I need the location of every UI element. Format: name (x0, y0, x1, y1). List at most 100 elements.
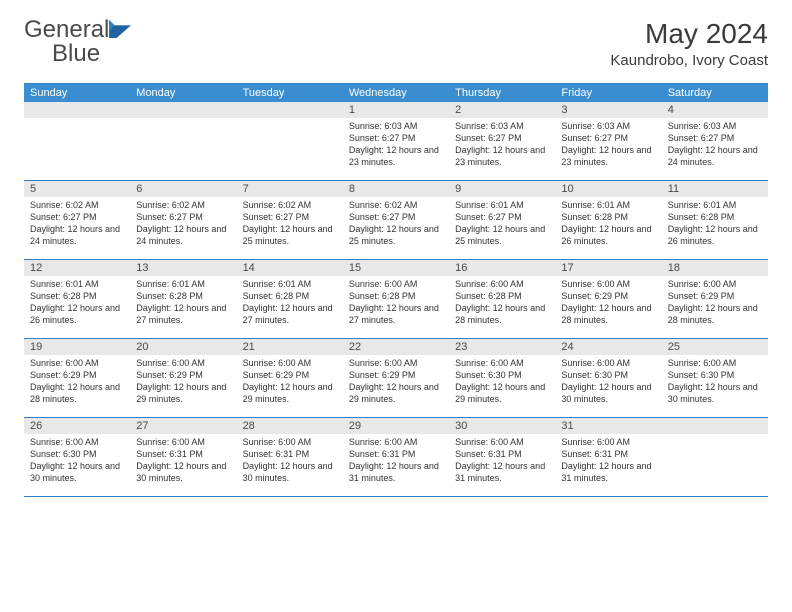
day-cell: 14Sunrise: 6:01 AMSunset: 6:28 PMDayligh… (237, 260, 343, 338)
sunset-text: Sunset: 6:30 PM (30, 448, 124, 460)
sunset-text: Sunset: 6:28 PM (668, 211, 762, 223)
sunrise-text: Sunrise: 6:03 AM (668, 120, 762, 132)
logo: General Blue (24, 18, 131, 66)
day-number: 10 (555, 181, 661, 197)
logo-word-blue: Blue (52, 40, 100, 67)
day-details: Sunrise: 6:01 AMSunset: 6:28 PMDaylight:… (130, 276, 236, 327)
day-cell: 24Sunrise: 6:00 AMSunset: 6:30 PMDayligh… (555, 339, 661, 417)
daylight-text: Daylight: 12 hours and 23 minutes. (349, 144, 443, 168)
daylight-text: Daylight: 12 hours and 26 minutes. (668, 223, 762, 247)
day-number (237, 102, 343, 118)
sunset-text: Sunset: 6:28 PM (243, 290, 337, 302)
day-cell: 23Sunrise: 6:00 AMSunset: 6:30 PMDayligh… (449, 339, 555, 417)
day-cell: 17Sunrise: 6:00 AMSunset: 6:29 PMDayligh… (555, 260, 661, 338)
day-number: 8 (343, 181, 449, 197)
sunrise-text: Sunrise: 6:03 AM (561, 120, 655, 132)
day-number (24, 102, 130, 118)
daylight-text: Daylight: 12 hours and 29 minutes. (455, 381, 549, 405)
daylight-text: Daylight: 12 hours and 25 minutes. (349, 223, 443, 247)
sunrise-text: Sunrise: 6:01 AM (30, 278, 124, 290)
day-details: Sunrise: 6:00 AMSunset: 6:30 PMDaylight:… (555, 355, 661, 406)
sunset-text: Sunset: 6:27 PM (136, 211, 230, 223)
sunrise-text: Sunrise: 6:01 AM (243, 278, 337, 290)
day-number: 29 (343, 418, 449, 434)
day-details: Sunrise: 6:01 AMSunset: 6:28 PMDaylight:… (237, 276, 343, 327)
sunset-text: Sunset: 6:30 PM (561, 369, 655, 381)
sunrise-text: Sunrise: 6:01 AM (561, 199, 655, 211)
day-number: 30 (449, 418, 555, 434)
day-cell: 18Sunrise: 6:00 AMSunset: 6:29 PMDayligh… (662, 260, 768, 338)
weekday-tuesday: Tuesday (237, 84, 343, 102)
day-details: Sunrise: 6:00 AMSunset: 6:29 PMDaylight:… (24, 355, 130, 406)
day-details: Sunrise: 6:02 AMSunset: 6:27 PMDaylight:… (24, 197, 130, 248)
weekday-header: SundayMondayTuesdayWednesdayThursdayFrid… (24, 84, 768, 102)
daylight-text: Daylight: 12 hours and 29 minutes. (349, 381, 443, 405)
day-number: 13 (130, 260, 236, 276)
sunrise-text: Sunrise: 6:00 AM (455, 436, 549, 448)
week-row: 5Sunrise: 6:02 AMSunset: 6:27 PMDaylight… (24, 181, 768, 260)
sunset-text: Sunset: 6:27 PM (243, 211, 337, 223)
day-number: 19 (24, 339, 130, 355)
empty-cell (237, 102, 343, 180)
daylight-text: Daylight: 12 hours and 25 minutes. (455, 223, 549, 247)
day-number: 23 (449, 339, 555, 355)
sunset-text: Sunset: 6:29 PM (561, 290, 655, 302)
day-cell: 27Sunrise: 6:00 AMSunset: 6:31 PMDayligh… (130, 418, 236, 496)
sunrise-text: Sunrise: 6:02 AM (349, 199, 443, 211)
day-details: Sunrise: 6:01 AMSunset: 6:28 PMDaylight:… (662, 197, 768, 248)
sunset-text: Sunset: 6:31 PM (349, 448, 443, 460)
sunset-text: Sunset: 6:27 PM (668, 132, 762, 144)
daylight-text: Daylight: 12 hours and 31 minutes. (455, 460, 549, 484)
day-details: Sunrise: 6:01 AMSunset: 6:27 PMDaylight:… (449, 197, 555, 248)
day-number: 18 (662, 260, 768, 276)
daylight-text: Daylight: 12 hours and 27 minutes. (136, 302, 230, 326)
day-number (662, 418, 768, 434)
sunrise-text: Sunrise: 6:02 AM (243, 199, 337, 211)
day-number: 16 (449, 260, 555, 276)
day-cell: 3Sunrise: 6:03 AMSunset: 6:27 PMDaylight… (555, 102, 661, 180)
day-cell: 15Sunrise: 6:00 AMSunset: 6:28 PMDayligh… (343, 260, 449, 338)
sunset-text: Sunset: 6:27 PM (455, 211, 549, 223)
day-number: 20 (130, 339, 236, 355)
sunrise-text: Sunrise: 6:00 AM (30, 436, 124, 448)
day-number: 2 (449, 102, 555, 118)
page-header: General Blue May 2024 Kaundrobo, Ivory C… (0, 0, 792, 77)
daylight-text: Daylight: 12 hours and 31 minutes. (349, 460, 443, 484)
day-number: 27 (130, 418, 236, 434)
day-number: 12 (24, 260, 130, 276)
sunrise-text: Sunrise: 6:03 AM (455, 120, 549, 132)
day-details: Sunrise: 6:00 AMSunset: 6:29 PMDaylight:… (662, 276, 768, 327)
sunrise-text: Sunrise: 6:00 AM (561, 436, 655, 448)
logo-word-general: General (24, 16, 109, 43)
day-cell: 21Sunrise: 6:00 AMSunset: 6:29 PMDayligh… (237, 339, 343, 417)
weekday-friday: Friday (555, 84, 661, 102)
sunrise-text: Sunrise: 6:00 AM (455, 357, 549, 369)
daylight-text: Daylight: 12 hours and 28 minutes. (561, 302, 655, 326)
sunrise-text: Sunrise: 6:00 AM (243, 357, 337, 369)
daylight-text: Daylight: 12 hours and 30 minutes. (561, 381, 655, 405)
day-cell: 13Sunrise: 6:01 AMSunset: 6:28 PMDayligh… (130, 260, 236, 338)
day-cell: 8Sunrise: 6:02 AMSunset: 6:27 PMDaylight… (343, 181, 449, 259)
day-details: Sunrise: 6:00 AMSunset: 6:29 PMDaylight:… (237, 355, 343, 406)
daylight-text: Daylight: 12 hours and 30 minutes. (30, 460, 124, 484)
day-cell: 9Sunrise: 6:01 AMSunset: 6:27 PMDaylight… (449, 181, 555, 259)
daylight-text: Daylight: 12 hours and 26 minutes. (561, 223, 655, 247)
sunrise-text: Sunrise: 6:03 AM (349, 120, 443, 132)
sunrise-text: Sunrise: 6:00 AM (455, 278, 549, 290)
day-details: Sunrise: 6:00 AMSunset: 6:31 PMDaylight:… (130, 434, 236, 485)
day-number: 25 (662, 339, 768, 355)
day-number: 24 (555, 339, 661, 355)
day-cell: 10Sunrise: 6:01 AMSunset: 6:28 PMDayligh… (555, 181, 661, 259)
day-cell: 22Sunrise: 6:00 AMSunset: 6:29 PMDayligh… (343, 339, 449, 417)
day-number: 14 (237, 260, 343, 276)
daylight-text: Daylight: 12 hours and 30 minutes. (668, 381, 762, 405)
daylight-text: Daylight: 12 hours and 28 minutes. (455, 302, 549, 326)
sunset-text: Sunset: 6:27 PM (349, 132, 443, 144)
sunrise-text: Sunrise: 6:00 AM (136, 357, 230, 369)
sunset-text: Sunset: 6:31 PM (455, 448, 549, 460)
sunset-text: Sunset: 6:28 PM (455, 290, 549, 302)
month-title: May 2024 (610, 18, 768, 50)
day-cell: 16 Sunrise: 6:00 AMSunset: 6:28 PMDayligh… (449, 260, 555, 338)
day-details: Sunrise: 6:03 AMSunset: 6:27 PMDaylight:… (343, 118, 449, 169)
empty-cell (662, 418, 768, 496)
